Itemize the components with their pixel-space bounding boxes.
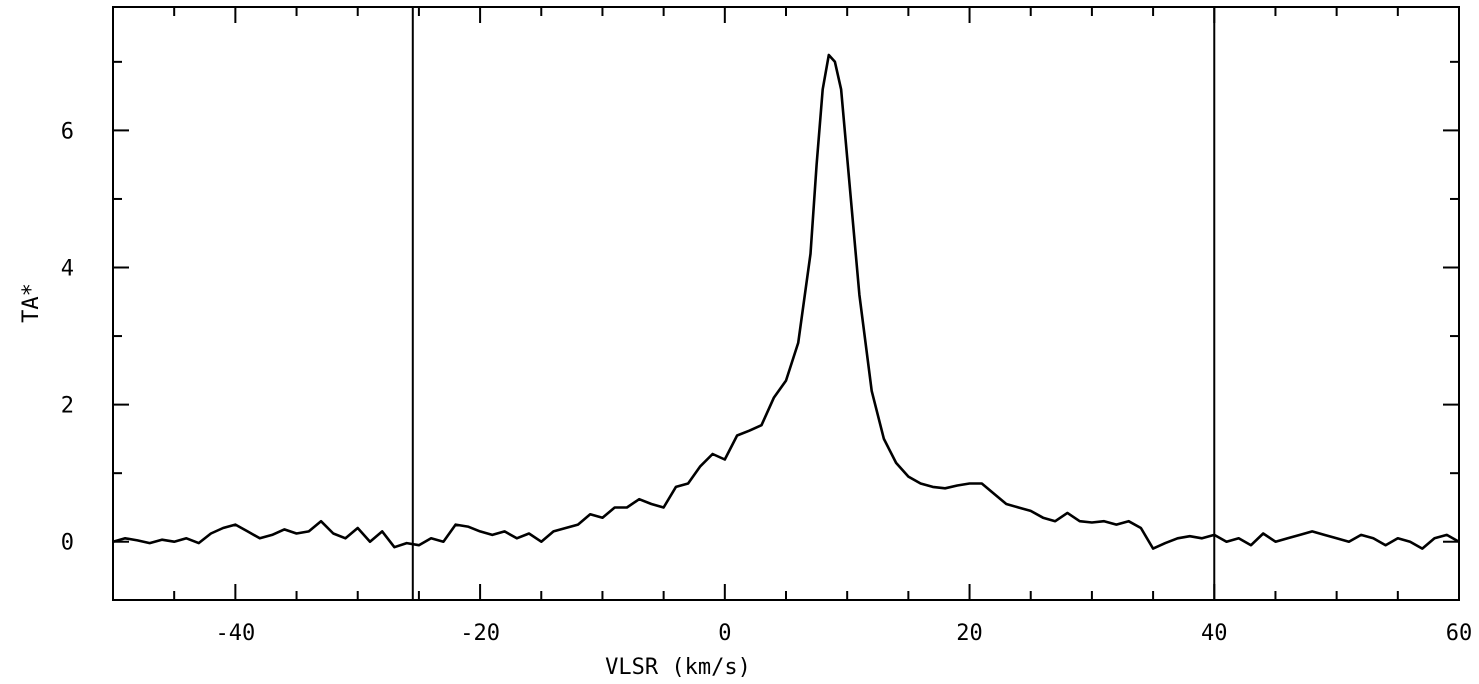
- y-tick-label: 2: [61, 394, 74, 419]
- y-tick-label: 4: [61, 257, 74, 282]
- plot-frame: [112, 6, 1460, 601]
- spectrum-line: [112, 53, 1460, 550]
- tick-labels: -40 -20 0 20 40 60 0 2 4 6: [61, 119, 1473, 646]
- y-tick-label: 0: [61, 531, 74, 556]
- vertical-markers: [411, 7, 1216, 600]
- x-tick-label: 60: [1446, 621, 1473, 646]
- x-tick-label: 40: [1201, 621, 1228, 646]
- axis-ticks: [112, 7, 1460, 600]
- y-tick-label: 6: [61, 119, 74, 144]
- x-tick-label: 0: [718, 621, 731, 646]
- x-tick-label: 20: [956, 621, 983, 646]
- x-tick-label: -20: [460, 621, 500, 646]
- y-axis-label: TA*: [19, 283, 44, 323]
- x-tick-label: -40: [215, 621, 255, 646]
- x-axis-label: VLSR (km/s): [605, 655, 751, 680]
